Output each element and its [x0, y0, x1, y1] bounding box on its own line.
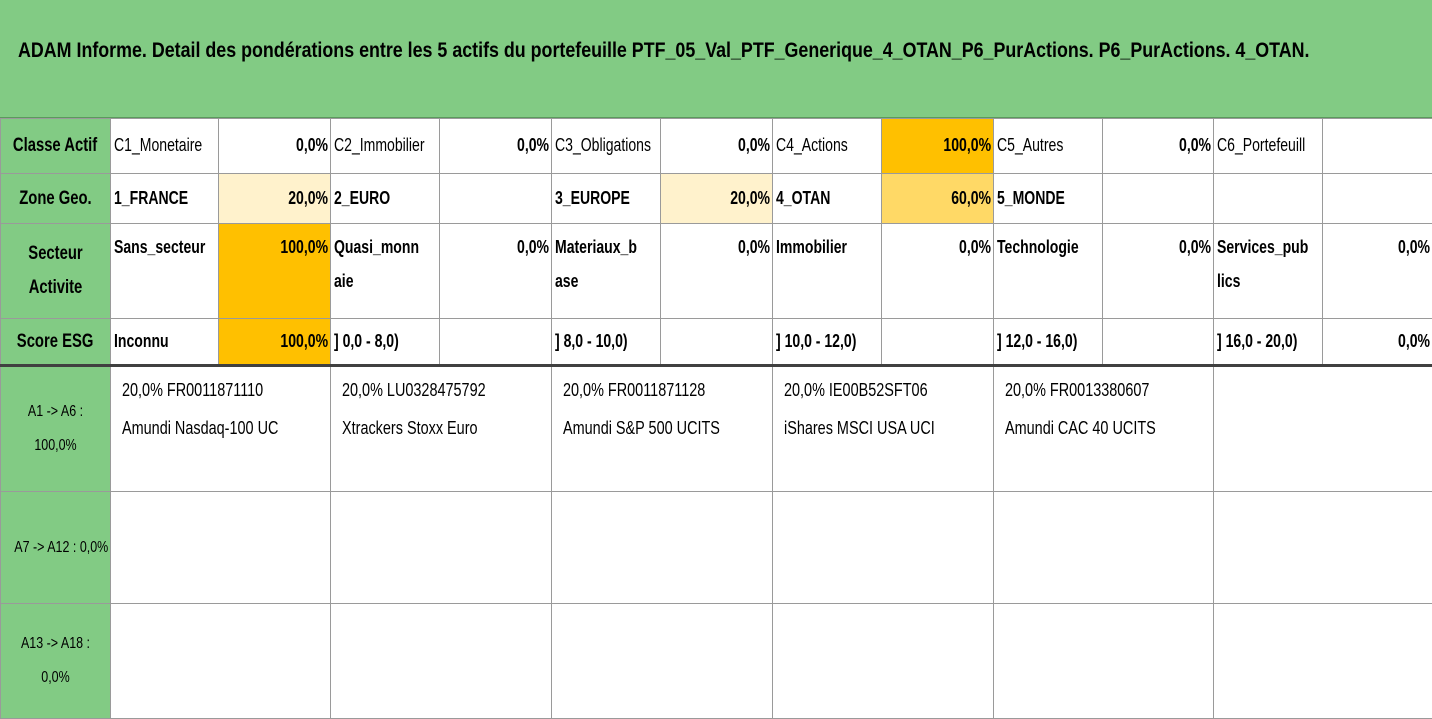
classe-value-c6: [1322, 118, 1432, 174]
zone-label-1: 1_FRANCE: [110, 172, 219, 225]
asset-cell-a9: [551, 491, 773, 605]
classe-label-c2: C2_Immobilier: [330, 118, 440, 174]
asset-cell-a3: 20,0% FR0011871128 Amundi S&P 500 UCITS: [551, 363, 773, 493]
asset-cell-a2: 20,0% LU0328475792 Xtrackers Stoxx Euro: [330, 363, 552, 493]
asset-cell-a15: [551, 603, 773, 719]
secteur-value-3: 0,0%: [660, 223, 773, 320]
row-assets-a7-a12: A7 -> A12 : 0,0%: [0, 491, 1432, 605]
esg-value-5: [1102, 318, 1214, 366]
secteur-value-1: 100,0%: [218, 223, 331, 320]
asset-cell-a12: [1213, 491, 1432, 605]
group-header-a1-a6: A1 -> A6 : 100,0%: [0, 363, 111, 493]
classe-value-c4: 100,0%: [881, 118, 994, 174]
esg-value-1: 100,0%: [218, 318, 331, 366]
secteur-label-5: Technologie: [993, 223, 1103, 320]
esg-value-3: [660, 318, 773, 366]
classe-value-c1: 0,0%: [218, 118, 331, 174]
asset-cell-a6: [1213, 363, 1432, 493]
esg-label-4: ] 10,0 - 12,0): [772, 318, 882, 366]
zone-label-5: 5_MONDE: [993, 172, 1103, 225]
asset-cell-a8: [330, 491, 552, 605]
secteur-value-5: 0,0%: [1102, 223, 1214, 320]
classe-value-c2: 0,0%: [439, 118, 552, 174]
zone-value-3: 20,0%: [660, 172, 773, 225]
zone-label-2: 2_EURO: [330, 172, 440, 225]
zone-label-3: 3_EUROPE: [551, 172, 661, 225]
zone-value-4: 60,0%: [881, 172, 994, 225]
asset-cell-a14: [330, 603, 552, 719]
secteur-value-4: 0,0%: [881, 223, 994, 320]
zone-value-2: [439, 172, 552, 225]
title-bar: ADAM Informe. Detail des pondérations en…: [0, 0, 1432, 118]
classe-value-c3: 0,0%: [660, 118, 773, 174]
secteur-label-1: Sans_secteur: [110, 223, 219, 320]
esg-label-6: ] 16,0 - 20,0): [1213, 318, 1323, 366]
report-title: ADAM Informe. Detail des pondérations en…: [18, 38, 1310, 62]
allocation-table: Classe Actif C1_Monetaire 0,0% C2_Immobi…: [0, 118, 1432, 719]
asset-cell-a5: 20,0% FR0013380607 Amundi CAC 40 UCITS: [993, 363, 1214, 493]
classe-label-c1: C1_Monetaire: [110, 118, 219, 174]
asset-cell-a17: [993, 603, 1214, 719]
esg-value-4: [881, 318, 994, 366]
zone-label-4: 4_OTAN: [772, 172, 882, 225]
zone-value-5: [1102, 172, 1214, 225]
secteur-label-4: Immobilier: [772, 223, 882, 320]
zone-value-6: [1322, 172, 1432, 225]
secteur-label-3: Materiaux_b ase: [551, 223, 661, 320]
row-header-secteur: Secteur Activite: [0, 223, 111, 320]
esg-label-3: ] 8,0 - 10,0): [551, 318, 661, 366]
esg-value-6: 0,0%: [1322, 318, 1432, 366]
row-header-zone-geo: Zone Geo.: [0, 172, 111, 225]
classe-value-c5: 0,0%: [1102, 118, 1214, 174]
esg-value-2: [439, 318, 552, 366]
esg-label-5: ] 12,0 - 16,0): [993, 318, 1103, 366]
esg-label-1: Inconnu: [110, 318, 219, 366]
row-assets-a1-a6: A1 -> A6 : 100,0% 20,0% FR0011871110 Amu…: [0, 363, 1432, 493]
row-assets-a13-a18: A13 -> A18 : 0,0%: [0, 603, 1432, 719]
classe-label-c5: C5_Autres: [993, 118, 1103, 174]
secteur-label-2: Quasi_monn aie: [330, 223, 440, 320]
secteur-value-2: 0,0%: [439, 223, 552, 320]
zone-label-6: [1213, 172, 1323, 225]
row-secteur-activite: Secteur Activite Sans_secteur 100,0% Qua…: [0, 223, 1432, 320]
row-header-score-esg: Score ESG: [0, 318, 111, 366]
asset-cell-a1: 20,0% FR0011871110 Amundi Nasdaq-100 UC: [110, 363, 331, 493]
row-score-esg: Score ESG Inconnu 100,0% ] 0,0 - 8,0) ] …: [0, 318, 1432, 366]
asset-cell-a18: [1213, 603, 1432, 719]
asset-cell-a11: [993, 491, 1214, 605]
row-zone-geo: Zone Geo. 1_FRANCE 20,0% 2_EURO 3_EUROPE…: [0, 172, 1432, 225]
asset-cell-a7: [110, 491, 331, 605]
group-header-a13-a18: A13 -> A18 : 0,0%: [0, 603, 111, 719]
classe-label-c3: C3_Obligations: [551, 118, 661, 174]
asset-cell-a4: 20,0% IE00B52SFT06 iShares MSCI USA UCI: [772, 363, 994, 493]
asset-cell-a13: [110, 603, 331, 719]
group-header-a7-a12: A7 -> A12 : 0,0%: [0, 491, 111, 605]
esg-label-2: ] 0,0 - 8,0): [330, 318, 440, 366]
zone-value-1: 20,0%: [218, 172, 331, 225]
row-classe-actif: Classe Actif C1_Monetaire 0,0% C2_Immobi…: [0, 118, 1432, 174]
asset-cell-a10: [772, 491, 994, 605]
secteur-label-6: Services_pub lics: [1213, 223, 1323, 320]
classe-label-c6: C6_Portefeuill: [1213, 118, 1323, 174]
row-header-classe-actif: Classe Actif: [0, 118, 111, 174]
secteur-value-6: 0,0%: [1322, 223, 1432, 320]
asset-cell-a16: [772, 603, 994, 719]
classe-label-c4: C4_Actions: [772, 118, 882, 174]
